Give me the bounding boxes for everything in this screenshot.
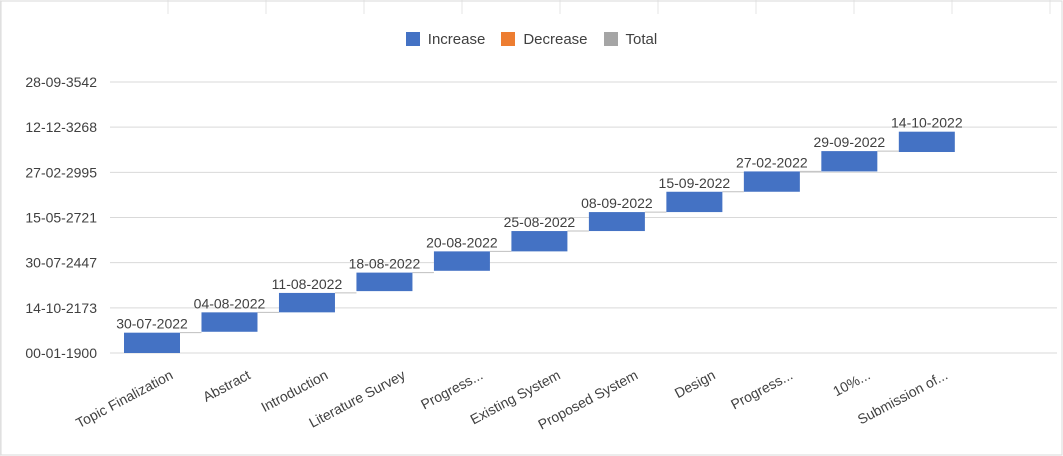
legend-swatch-decrease xyxy=(501,32,516,46)
x-tick-label: Abstract xyxy=(200,366,253,404)
legend-item-total: Total xyxy=(603,30,658,48)
x-tick-label: Progress... xyxy=(728,367,795,413)
x-tick-label: Introduction xyxy=(258,367,330,415)
data-label: 25-08-2022 xyxy=(504,214,576,230)
bar-increase xyxy=(821,151,878,172)
legend-swatch-increase xyxy=(405,32,420,46)
bar-increase xyxy=(278,292,335,313)
data-label: 18-08-2022 xyxy=(349,256,421,272)
y-tick-label: 00-01-1900 xyxy=(25,345,97,361)
data-label: 11-08-2022 xyxy=(272,276,343,292)
data-label: 04-08-2022 xyxy=(194,295,266,311)
bar-increase xyxy=(898,131,955,153)
y-tick-label: 28-09-3542 xyxy=(25,74,97,90)
legend-item-increase: Increase xyxy=(405,30,486,48)
chart-legend: Increase Decrease Total xyxy=(0,28,1063,50)
y-tick-label: 15-05-2721 xyxy=(25,210,97,226)
bar-increase xyxy=(124,332,180,353)
data-label: 29-09-2022 xyxy=(814,134,886,150)
legend-label-total: Total xyxy=(625,30,658,48)
bar-increase xyxy=(433,251,490,271)
legend-label-decrease: Decrease xyxy=(523,30,588,48)
data-label: 30-07-2022 xyxy=(116,316,188,332)
x-tick-label: Topic Finalization xyxy=(73,367,175,432)
x-tick-label: 10%... xyxy=(830,367,873,400)
bar-increase xyxy=(743,171,800,192)
x-tick-label: Design xyxy=(672,367,718,402)
legend-label-increase: Increase xyxy=(427,30,486,48)
bar-increase xyxy=(356,272,413,292)
bar-increase xyxy=(511,231,568,252)
bar-increase xyxy=(201,312,258,332)
data-label: 14-10-2022 xyxy=(891,115,963,131)
legend-swatch-total xyxy=(603,32,618,46)
x-tick-label: Progress... xyxy=(418,367,485,413)
data-label: 15-09-2022 xyxy=(659,175,731,191)
data-label: 08-09-2022 xyxy=(581,195,653,211)
y-tick-label: 14-10-2173 xyxy=(25,300,97,316)
bar-increase xyxy=(588,212,645,232)
bar-increase xyxy=(666,191,723,213)
y-tick-label: 27-02-2995 xyxy=(25,164,97,180)
data-label: 20-08-2022 xyxy=(426,234,498,250)
y-tick-label: 12-12-3268 xyxy=(25,119,97,135)
data-label: 27-02-2022 xyxy=(736,154,808,170)
legend-item-decrease: Decrease xyxy=(501,30,588,48)
y-tick-label: 30-07-2447 xyxy=(25,255,97,271)
